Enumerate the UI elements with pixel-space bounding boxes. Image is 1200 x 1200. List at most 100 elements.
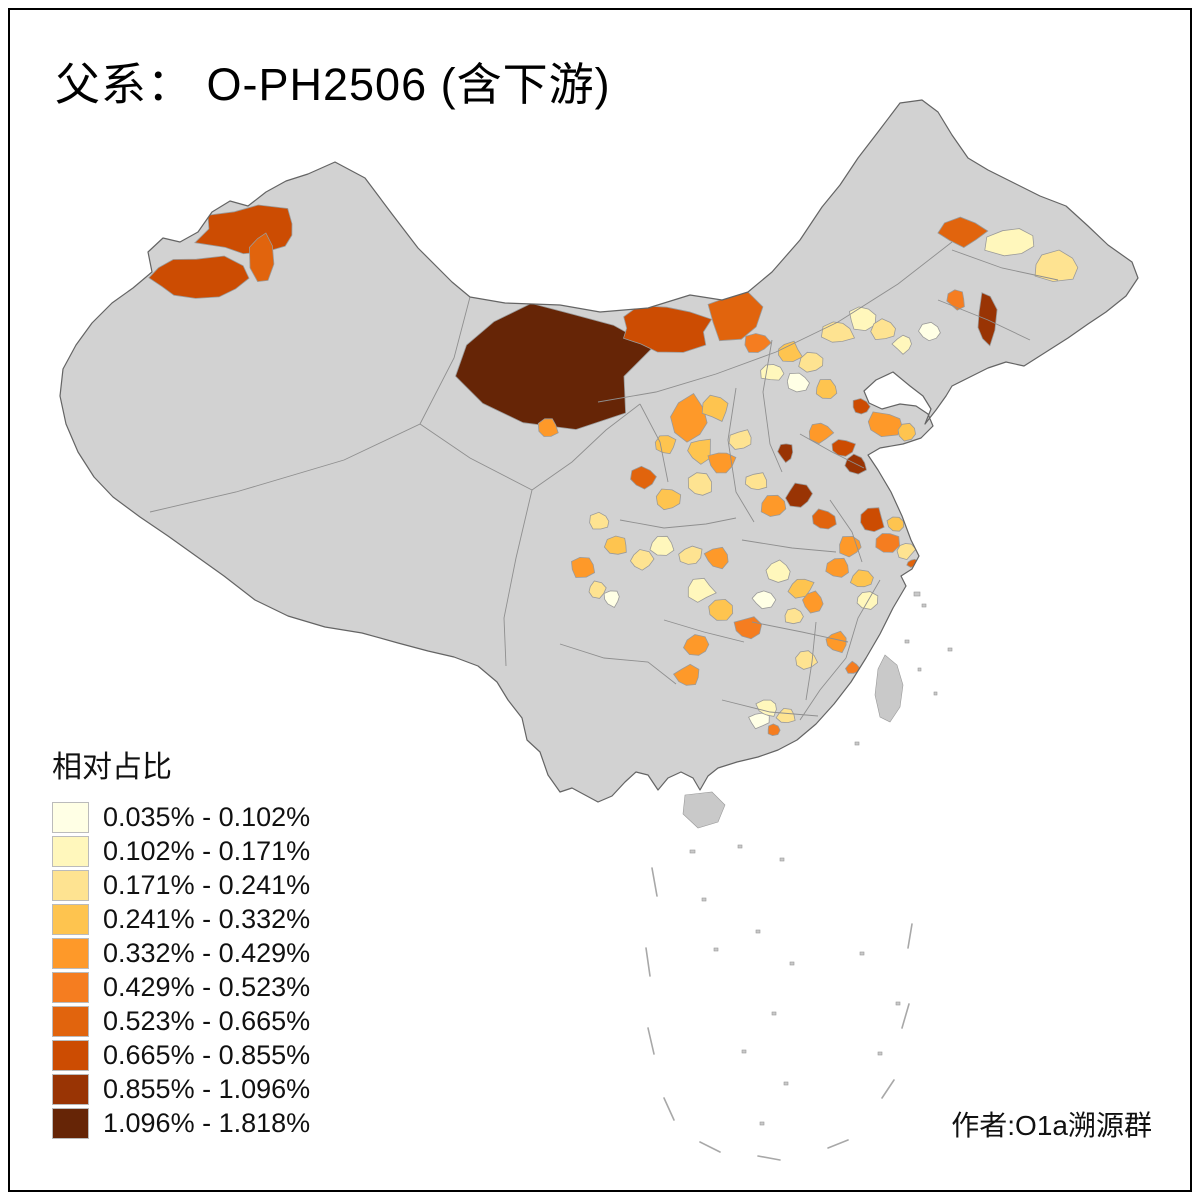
map-region xyxy=(148,255,250,299)
map-region xyxy=(860,507,885,533)
map-region xyxy=(708,598,734,621)
map-region xyxy=(655,488,682,511)
map-region xyxy=(946,289,965,311)
map-region xyxy=(897,422,916,442)
map-region xyxy=(571,556,596,578)
map-region xyxy=(622,305,713,353)
map-region xyxy=(1034,249,1079,282)
legend-swatch xyxy=(52,1074,89,1105)
map-region xyxy=(767,723,781,737)
legend-item: 0.102% - 0.171% xyxy=(52,836,310,867)
map-region xyxy=(984,228,1035,257)
map-region xyxy=(815,379,838,399)
map-region xyxy=(798,351,824,373)
map-region xyxy=(777,340,803,363)
legend-item-label: 0.102% - 0.171% xyxy=(103,836,311,866)
map-region xyxy=(785,482,813,508)
map-region xyxy=(654,435,677,455)
map-region xyxy=(848,306,877,332)
map-region xyxy=(703,546,729,570)
map-region xyxy=(777,443,794,464)
legend-item-label: 0.332% - 0.429% xyxy=(103,938,311,968)
map-region xyxy=(707,290,764,342)
legend-swatch xyxy=(52,836,89,867)
map-region xyxy=(856,591,879,610)
map-region xyxy=(603,535,627,555)
legend-swatch xyxy=(52,1006,89,1037)
map-region xyxy=(839,535,862,558)
map-region xyxy=(775,707,796,724)
legend-item: 0.665% - 0.855% xyxy=(52,1040,310,1071)
map-region xyxy=(678,545,703,565)
legend-swatch xyxy=(52,904,89,935)
map-region xyxy=(886,516,905,532)
legend-swatch xyxy=(52,1040,89,1071)
map-region xyxy=(537,418,559,437)
legend-item: 0.171% - 0.241% xyxy=(52,870,310,901)
map-region xyxy=(875,533,901,553)
map-region xyxy=(673,663,700,686)
map-region xyxy=(707,452,737,474)
legend-item-label: 0.241% - 0.332% xyxy=(103,904,311,934)
map-region xyxy=(701,394,729,422)
legend-item: 0.523% - 0.665% xyxy=(52,1006,310,1037)
map-region xyxy=(786,372,810,393)
legend-item: 0.241% - 0.332% xyxy=(52,904,310,935)
legend: 相对占比 0.035% - 0.102% 0.102% - 0.171% 0.1… xyxy=(52,742,310,1142)
map-region xyxy=(820,321,856,343)
map-region xyxy=(852,398,871,415)
map-region xyxy=(784,607,804,625)
legend-swatch xyxy=(52,802,89,833)
map-region xyxy=(603,590,620,609)
map-region xyxy=(825,557,849,578)
map-region xyxy=(748,712,770,730)
map-region xyxy=(870,318,896,341)
map-region xyxy=(687,577,717,603)
legend-swatch xyxy=(52,870,89,901)
map-region xyxy=(751,590,777,610)
map-region xyxy=(760,494,787,517)
author-credit: 作者:O1a溯源群 xyxy=(951,1110,1152,1141)
legend-item-label: 0.035% - 0.102% xyxy=(103,802,311,832)
map-region xyxy=(811,508,837,530)
page-title: 父系： O-PH2506 (含下游) xyxy=(55,59,611,110)
legend-item: 0.035% - 0.102% xyxy=(52,802,310,833)
map-region xyxy=(891,334,912,355)
map-region xyxy=(248,232,275,283)
map-region xyxy=(687,472,713,496)
map-region xyxy=(588,580,607,599)
hainan-island xyxy=(682,791,726,829)
map-region xyxy=(760,364,785,381)
map-region xyxy=(630,465,657,490)
map-region xyxy=(825,630,847,654)
legend-swatch xyxy=(52,1108,89,1139)
map-region xyxy=(849,569,874,588)
map-region xyxy=(589,511,610,530)
legend-item-label: 0.855% - 1.096% xyxy=(103,1074,311,1104)
legend-item: 0.429% - 0.523% xyxy=(52,972,310,1003)
legend-item: 1.096% - 1.818% xyxy=(52,1108,310,1139)
country-outline xyxy=(59,99,1139,803)
province-borders xyxy=(149,241,1059,721)
map-region xyxy=(795,650,819,670)
map-region xyxy=(629,549,655,571)
legend-item-label: 0.429% - 0.523% xyxy=(103,972,311,1002)
taiwan-island xyxy=(874,654,904,723)
legend-item: 0.332% - 0.429% xyxy=(52,938,310,969)
map-region xyxy=(808,422,835,444)
map-region xyxy=(455,302,654,430)
map-region xyxy=(918,321,941,342)
sea-islets xyxy=(689,591,953,1126)
map-region xyxy=(744,472,768,491)
legend-item-label: 0.171% - 0.241% xyxy=(103,870,311,900)
map-region xyxy=(845,660,860,674)
map-region xyxy=(728,429,752,450)
map-region xyxy=(649,535,675,556)
legend-item-label: 0.665% - 0.855% xyxy=(103,1040,311,1070)
legend-item: 0.855% - 1.096% xyxy=(52,1074,310,1105)
legend-swatch xyxy=(52,938,89,969)
nine-dash-marks xyxy=(645,867,913,1161)
map-region xyxy=(683,634,710,656)
